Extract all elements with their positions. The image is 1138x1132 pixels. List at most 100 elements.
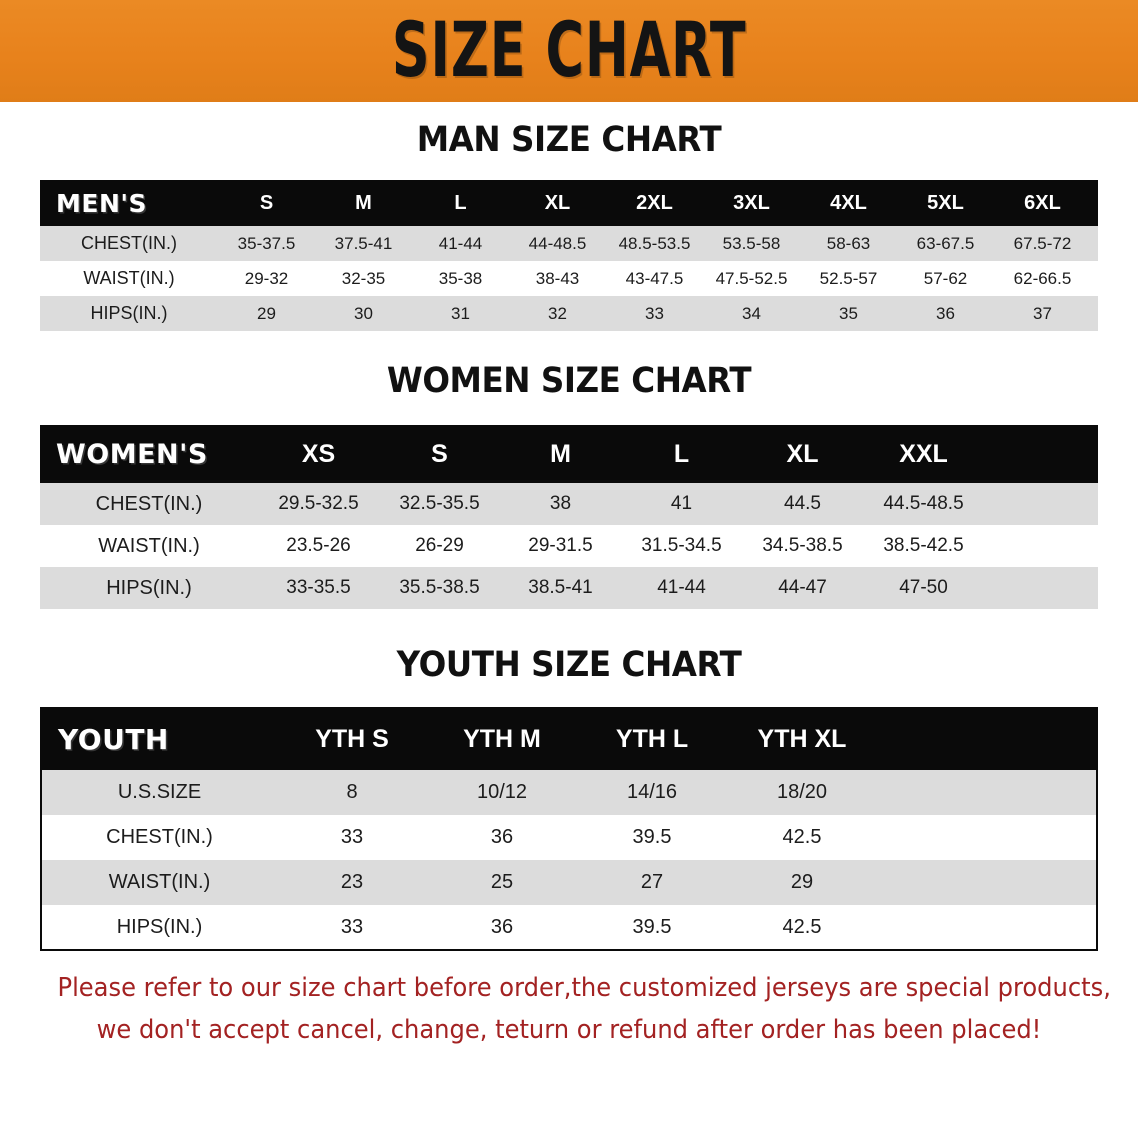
table-cell: 52.5-57: [819, 268, 878, 288]
youth-row-label: U.S.SIZE: [117, 781, 202, 803]
women-row-label: HIPS(IN.): [106, 576, 192, 599]
man-chart-wrap: MEN'S S M L XL 2XL 3XL 4XL 5XL 6XL CHEST(IN.) 35-3…: [40, 180, 1098, 331]
table-cell: 38.5-41: [528, 577, 593, 598]
table-cell: 38-43: [535, 268, 580, 288]
man-row-label: CHEST(IN.): [81, 233, 177, 253]
footer-line-2: we don't accept cancel, change, teturn o…: [96, 1015, 1042, 1046]
table-cell-filler: [877, 815, 1097, 860]
women-corner-label: WOMEN'S: [56, 438, 208, 470]
youth-header-filler: [877, 708, 1097, 770]
table-cell: 42.5: [782, 915, 822, 938]
table-cell: 33: [340, 915, 364, 938]
man-header-row: MEN'S S M L XL 2XL 3XL 4XL 5XL 6XL: [40, 180, 1098, 226]
youth-column-header: YTH XL: [757, 725, 847, 753]
man-column-header: 2XL: [636, 191, 673, 214]
youth-size-table: YOUTH YTH S YTH M YTH L YTH XL U.S.SIZE 8 10/1…: [40, 707, 1098, 951]
table-cell: 39.5: [632, 826, 672, 848]
table-cell: 44.5: [784, 493, 821, 514]
table-cell: 23.5-26: [286, 535, 351, 556]
table-cell: 47.5-52.5: [715, 268, 788, 288]
table-cell: 48.5-53.5: [618, 233, 691, 253]
women-column-header: XL: [786, 439, 819, 468]
man-column-header: XL: [544, 191, 571, 214]
man-column-header: 6XL: [1024, 191, 1061, 214]
table-cell: 39.5: [632, 915, 672, 938]
table-cell: 35-38: [438, 268, 483, 288]
table-cell: 36: [490, 915, 514, 938]
table-cell: 29-32: [244, 268, 289, 288]
table-cell: 34.5-38.5: [762, 535, 843, 556]
man-column-header: 3XL: [733, 191, 770, 214]
table-cell: 29: [790, 871, 814, 893]
table-cell: 25: [490, 871, 514, 893]
table-cell-filler: [1091, 261, 1098, 296]
table-cell-filler: [984, 567, 1098, 609]
table-cell-filler: [877, 860, 1097, 905]
page-title: SIZE CHART: [391, 7, 747, 95]
table-cell: 34: [742, 303, 761, 323]
man-header-filler: [1091, 180, 1098, 226]
table-cell: 67.5-72: [1013, 233, 1072, 253]
table-cell-filler: [877, 905, 1097, 950]
table-row: CHEST(IN.) 33 36 39.5 42.5: [41, 815, 1097, 860]
man-size-table: MEN'S S M L XL 2XL 3XL 4XL 5XL 6XL CHEST(IN.) 35-3…: [40, 180, 1098, 331]
table-cell: 10/12: [476, 781, 528, 803]
table-cell: 31: [451, 303, 470, 323]
table-cell: 58-63: [826, 233, 871, 253]
table-cell: 41-44: [438, 233, 483, 253]
women-header-row: WOMEN'S XS S M L XL XXL: [40, 425, 1098, 483]
table-cell: 29-31.5: [528, 535, 593, 556]
youth-row-label: HIPS(IN.): [116, 915, 203, 938]
table-cell: 23: [340, 871, 364, 893]
man-column-header: 4XL: [830, 191, 867, 214]
women-table-head: WOMEN'S XS S M L XL XXL: [40, 425, 1098, 483]
man-column-header: 5XL: [927, 191, 964, 214]
man-table-body: CHEST(IN.) 35-37.5 37.5-41 41-44 44-48.5 48.5…: [40, 226, 1098, 331]
table-cell: 8: [346, 781, 358, 803]
man-column-header: L: [454, 191, 467, 214]
table-row: CHEST(IN.) 35-37.5 37.5-41 41-44 44-48.5 48.5…: [40, 226, 1098, 261]
table-cell: 63-67.5: [916, 233, 975, 253]
man-corner-label: MEN'S: [56, 188, 148, 218]
table-cell-filler: [984, 525, 1098, 567]
youth-table-body: U.S.SIZE 8 10/12 14/16 18/20 CHEST(IN.) 33 36 39…: [41, 770, 1097, 950]
women-column-header: L: [673, 439, 690, 468]
table-cell: 35.5-38.5: [399, 577, 480, 598]
youth-header-row: YOUTH YTH S YTH M YTH L YTH XL: [41, 708, 1097, 770]
table-cell: 53.5-58: [722, 233, 781, 253]
youth-column-header: YTH M: [463, 725, 541, 753]
page-banner: SIZE CHART: [0, 0, 1138, 102]
women-row-label: WAIST(IN.): [98, 534, 200, 557]
women-chart-wrap: WOMEN'S XS S M L XL XXL CHEST(IN.) 29.5-32.5 32.…: [40, 425, 1098, 609]
table-cell: 43-47.5: [625, 268, 684, 288]
women-size-table: WOMEN'S XS S M L XL XXL CHEST(IN.) 29.5-32.5 32.…: [40, 425, 1098, 609]
women-header-filler: [984, 425, 1098, 483]
table-cell: 18/20: [776, 781, 828, 803]
table-cell: 14/16: [626, 781, 678, 803]
man-table-head: MEN'S S M L XL 2XL 3XL 4XL 5XL 6XL: [40, 180, 1098, 226]
youth-row-label: CHEST(IN.): [106, 826, 213, 848]
youth-corner-label: YOUTH: [58, 723, 169, 756]
table-cell: 37: [1033, 303, 1052, 323]
table-row: WAIST(IN.) 29-32 32-35 35-38 38-43 43-47.5 47.…: [40, 261, 1098, 296]
table-cell: 62-66.5: [1013, 268, 1072, 288]
women-column-header: S: [431, 439, 448, 468]
youth-table-head: YOUTH YTH S YTH M YTH L YTH XL: [41, 708, 1097, 770]
table-cell-filler: [984, 483, 1098, 525]
youth-row-label: WAIST(IN.): [108, 871, 211, 893]
table-cell: 36: [490, 826, 514, 848]
table-row: HIPS(IN.) 29 30 31 32 33 34 35 36 37: [40, 296, 1098, 331]
table-cell: 29.5-32.5: [278, 493, 359, 514]
table-cell: 33: [340, 826, 364, 848]
table-cell: 37.5-41: [334, 233, 393, 253]
footer-disclaimer: Please refer to our size chart before or…: [58, 967, 1111, 1051]
women-row-label: CHEST(IN.): [95, 492, 203, 515]
man-row-label: HIPS(IN.): [90, 303, 168, 323]
section-title-man: MAN SIZE CHART: [416, 120, 722, 160]
youth-column-header: YTH S: [315, 725, 389, 753]
table-cell: 32.5-35.5: [399, 493, 480, 514]
table-cell: 35: [839, 303, 858, 323]
table-row: HIPS(IN.) 33 36 39.5 42.5: [41, 905, 1097, 950]
table-cell: 41: [670, 493, 693, 514]
table-cell: 44-48.5: [528, 233, 587, 253]
